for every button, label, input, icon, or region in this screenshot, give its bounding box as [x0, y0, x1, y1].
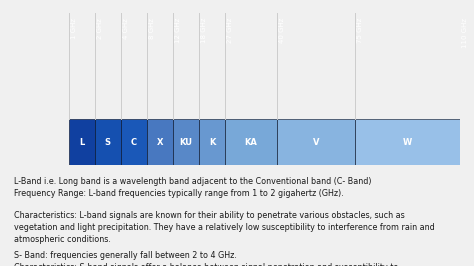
Text: K: K	[209, 138, 215, 147]
Bar	[147, 119, 173, 165]
Text: Characteristics: L-band signals are known for their ability to penetrate various: Characteristics: L-band signals are know…	[14, 211, 435, 244]
Bar	[173, 119, 199, 165]
Text: L-Band i.e. Long band is a wavelength band adjacent to the Conventional band (C-: L-Band i.e. Long band is a wavelength ba…	[14, 177, 372, 198]
Text: C: C	[131, 138, 137, 147]
Text: 8 GHz: 8 GHz	[149, 18, 155, 39]
Text: 110 GHz: 110 GHz	[462, 18, 468, 48]
Bar	[356, 119, 460, 165]
Text: V: V	[313, 138, 319, 147]
Text: 2 GHz: 2 GHz	[97, 18, 103, 39]
Text: S- Band: frequencies generally fall between 2 to 4 GHz.
Characteristics: S-band : S- Band: frequencies generally fall betw…	[14, 251, 446, 266]
Text: 75 GHz: 75 GHz	[357, 18, 364, 43]
Bar	[95, 119, 121, 165]
Bar	[225, 119, 277, 165]
Text: 4 GHz: 4 GHz	[123, 18, 129, 39]
Text: 27 GHz: 27 GHz	[227, 18, 233, 43]
Text: X: X	[157, 138, 163, 147]
Text: 18 GHz: 18 GHz	[201, 18, 207, 43]
Bar	[121, 119, 147, 165]
Text: KA: KA	[245, 138, 257, 147]
Text: 1 GHz: 1 GHz	[71, 18, 77, 39]
Text: 12 GHz: 12 GHz	[175, 18, 181, 43]
Bar	[69, 119, 95, 165]
Text: W: W	[403, 138, 412, 147]
Text: S: S	[105, 138, 111, 147]
Bar	[277, 119, 356, 165]
Bar	[199, 119, 225, 165]
Text: KU: KU	[180, 138, 192, 147]
Text: L: L	[79, 138, 84, 147]
Text: 40 GHz: 40 GHz	[279, 18, 285, 43]
